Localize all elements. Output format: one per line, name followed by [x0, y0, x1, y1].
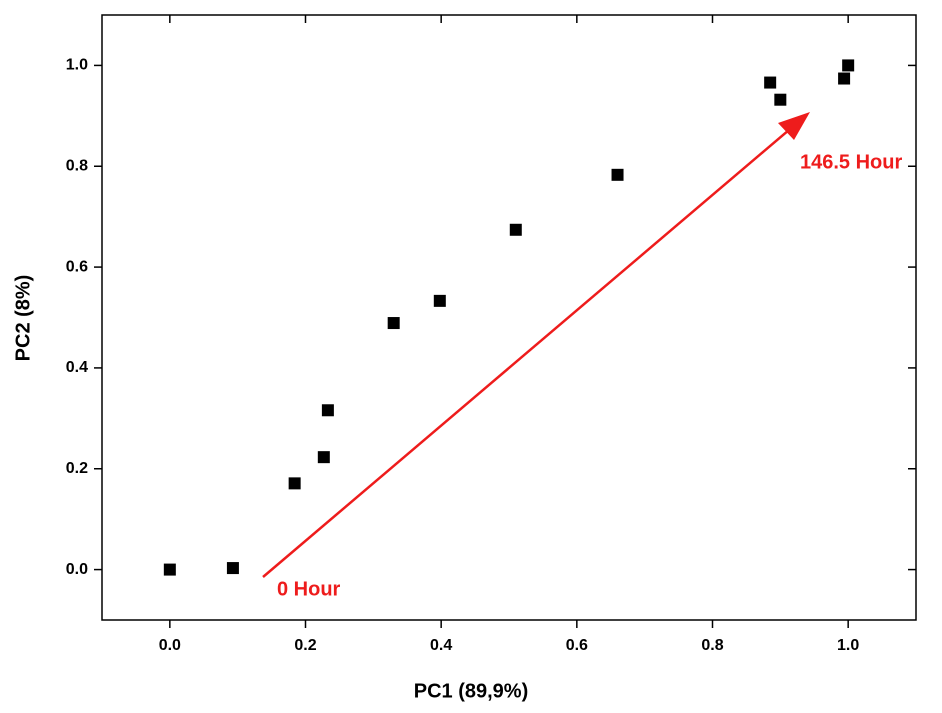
scatter-point — [509, 223, 522, 236]
scatter-point — [317, 451, 330, 464]
y-tick-label: 0.6 — [66, 258, 88, 275]
scatter-point — [163, 563, 176, 576]
scatter-point — [321, 404, 334, 417]
x-tick-label: 0.8 — [701, 637, 723, 654]
y-tick-label: 0.2 — [66, 460, 88, 477]
x-axis-label: PC1 (89,9%) — [414, 680, 529, 702]
scatter-point — [611, 168, 624, 181]
annotation: 146.5 Hour — [800, 151, 902, 173]
scatter-point — [433, 294, 446, 307]
arrow-shaft — [262, 123, 797, 578]
y-tick-label: 0.0 — [66, 561, 88, 578]
scatter-point — [226, 562, 239, 575]
annotation: 0 Hour — [277, 578, 341, 600]
x-tick-label: 0.6 — [566, 637, 588, 654]
scatter-point — [288, 477, 301, 490]
scatter-point — [842, 59, 855, 72]
scatter-point — [764, 76, 777, 89]
scatter-point — [774, 93, 787, 106]
x-tick-label: 0.4 — [430, 637, 452, 654]
y-axis-label: PC2 (8%) — [12, 275, 34, 362]
y-tick-label: 0.4 — [66, 359, 88, 376]
scatter-point — [387, 317, 400, 330]
scatter-point — [838, 72, 851, 85]
trend-arrow — [262, 112, 810, 578]
x-tick-label: 0.2 — [294, 637, 316, 654]
y-tick-label: 0.8 — [66, 157, 88, 174]
x-tick-label: 1.0 — [837, 637, 859, 654]
y-tick-label: 1.0 — [66, 57, 88, 74]
plot-frame — [101, 14, 917, 621]
x-tick-label: 0.0 — [159, 637, 181, 654]
arrow-head — [778, 112, 810, 140]
